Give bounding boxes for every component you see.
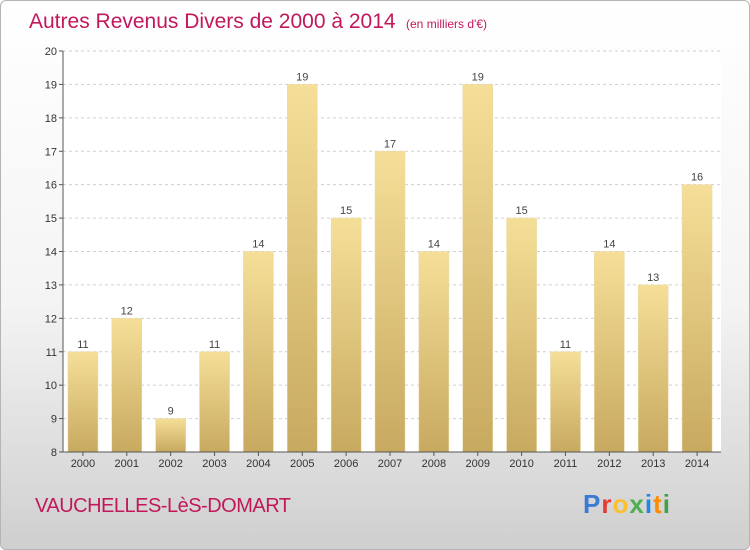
y-tick-labels: 8 9 10 11 12 13 14 15 16 17 18 19 20: [45, 46, 57, 459]
bar-2008: [418, 251, 450, 453]
value-label: 11: [209, 339, 220, 351]
bar-2006: [330, 217, 362, 453]
bar-2010: [506, 217, 537, 453]
bar-2002: [155, 418, 186, 453]
bar-2009: [462, 84, 493, 453]
value-label: 13: [647, 272, 659, 284]
bar-2000: [67, 351, 99, 453]
x-tick-label: 2000: [71, 458, 95, 470]
value-label: 15: [340, 205, 352, 217]
axes: [59, 50, 721, 456]
chart-title: Autres Revenus Divers de 2000 à 2014: [29, 10, 396, 33]
value-label: 19: [472, 71, 484, 83]
bars: [67, 84, 713, 453]
bar-2007: [374, 151, 406, 453]
x-tick-label: 2002: [158, 458, 182, 470]
x-tick-label: 2007: [378, 458, 402, 470]
value-label: 14: [603, 239, 615, 251]
value-label: 11: [77, 339, 88, 351]
bar-2001: [111, 318, 143, 453]
x-tick-label: 2008: [422, 458, 446, 470]
title-block: Autres Revenus Divers de 2000 à 2014 (en…: [29, 10, 487, 34]
bar-2005: [287, 84, 318, 453]
x-tick-label: 2014: [685, 458, 709, 470]
logo-letter: x: [629, 489, 645, 519]
bar-2014: [681, 184, 713, 453]
x-tick-label: 2013: [641, 458, 665, 470]
logo-letter: P: [583, 489, 602, 519]
value-label: 14: [428, 239, 440, 251]
value-label: 15: [515, 205, 527, 217]
bar-2012: [594, 251, 625, 453]
x-tick-label: 2003: [202, 458, 226, 470]
y-tick-label: 10: [45, 380, 57, 392]
bar-2003: [199, 351, 230, 453]
x-tick-label: 2005: [290, 458, 314, 470]
commune-name: VAUCHELLES-LèS-DOMART: [35, 495, 291, 517]
y-tick-label: 9: [51, 414, 57, 426]
value-label: 12: [121, 305, 133, 317]
value-label: 14: [252, 239, 264, 251]
y-tick-label: 16: [45, 180, 57, 192]
x-tick-labels: 2000 2001 2002 2003 2004 2005 2006 2007 2008 2009…: [71, 458, 710, 470]
x-tick-label: 2011: [554, 458, 578, 470]
y-tick-label: 12: [45, 313, 57, 325]
y-tick-label: 11: [46, 347, 57, 359]
y-tick-label: 17: [45, 146, 57, 158]
bar-2004: [243, 251, 274, 453]
value-labels: 11 12 9 11 14 19 15 17 14 19 15 11 14 13 16: [77, 71, 703, 417]
value-label: 9: [168, 406, 174, 418]
y-tick-label: 8: [51, 447, 57, 459]
logo-letter: r: [601, 489, 613, 519]
value-label: 16: [691, 172, 703, 184]
y-tick-label: 14: [45, 247, 57, 259]
x-tick-label: 2010: [509, 458, 533, 470]
y-tick-label: 19: [45, 79, 57, 91]
bar-2011: [550, 351, 581, 453]
bar-2013: [637, 284, 669, 453]
logo-letter: o: [612, 489, 630, 519]
proxiti-logo[interactable]: Proxiti: [583, 489, 671, 520]
y-tick-label: 18: [45, 113, 57, 125]
x-tick-label: 2001: [115, 458, 139, 470]
logo-letter: i: [644, 489, 654, 519]
x-tick-label: 2012: [597, 458, 621, 470]
logo-letter: t: [653, 489, 663, 519]
value-label: 11: [560, 339, 571, 351]
value-label: 17: [384, 138, 396, 150]
x-tick-label: 2004: [246, 458, 270, 470]
logo-letter: i: [662, 489, 671, 519]
value-label: 19: [296, 71, 308, 83]
y-tick-label: 15: [45, 213, 57, 225]
x-tick-label: 2009: [465, 458, 489, 470]
chart-subtitle: (en milliers d'€): [406, 17, 487, 31]
y-tick-label: 13: [45, 280, 57, 292]
x-tick-label: 2006: [334, 458, 358, 470]
y-tick-label: 20: [45, 46, 57, 58]
